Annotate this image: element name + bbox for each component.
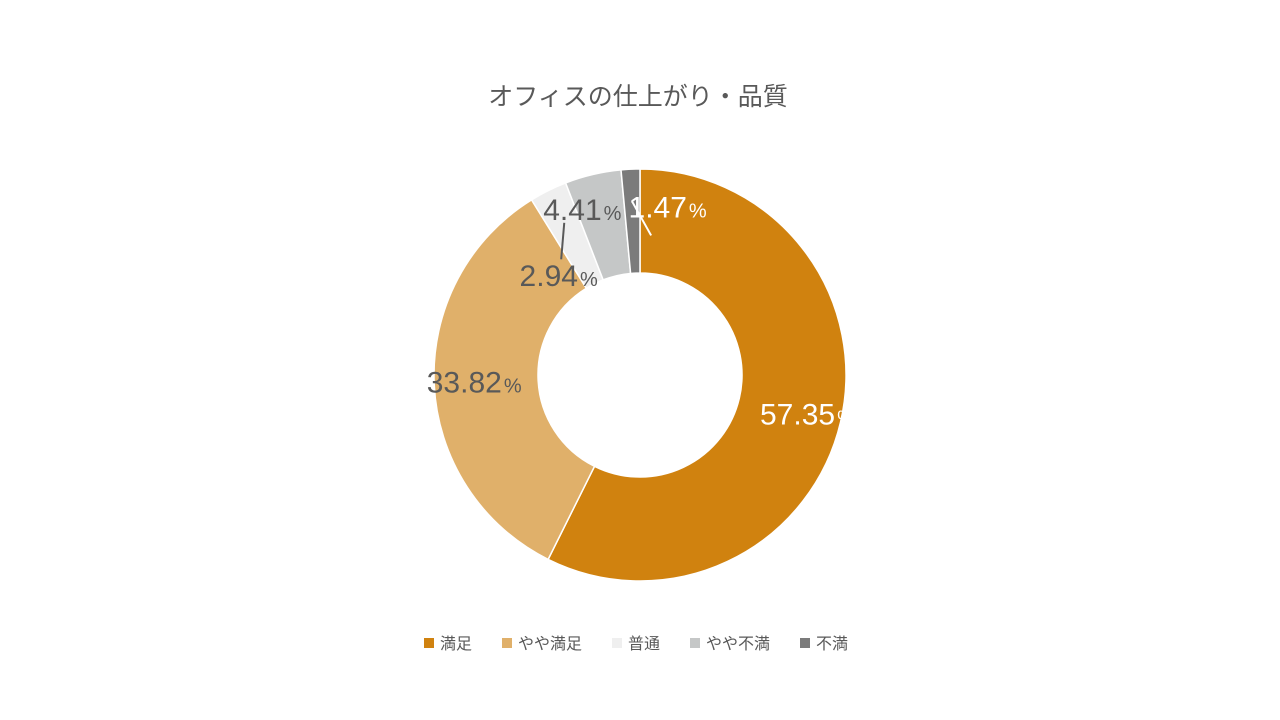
data-label-unit: %	[837, 407, 855, 429]
slice-2	[433, 198, 596, 561]
legend-swatch-5	[800, 638, 810, 648]
data-labels: 57.35 %33.82%2.94 %4.41% 1.47%	[427, 191, 855, 431]
legend-label-1: 満足	[440, 634, 472, 653]
data-label-3: 2.94%	[520, 260, 598, 293]
slice-5	[620, 168, 641, 275]
data-label-2: 33.82%	[427, 367, 522, 400]
chart-title: オフィスの仕上がり・品質	[488, 82, 788, 111]
leader-line-3	[560, 222, 566, 260]
data-label-1: 57.35%	[760, 398, 855, 431]
legend-swatch-2	[502, 638, 512, 648]
leader-lines	[560, 200, 652, 260]
legend-swatch-4	[690, 638, 700, 648]
data-label-value: 4.41	[543, 194, 601, 227]
data-label-value: 33.82	[427, 367, 502, 400]
data-label-unit: %	[580, 269, 598, 291]
donut-slices	[433, 168, 847, 582]
legend-swatch-3	[612, 638, 622, 648]
data-label-value: 2.94	[520, 260, 578, 293]
legend-swatch-1	[424, 638, 434, 648]
legend-label-3: 普通	[628, 634, 660, 653]
legend-label-2: やや満足	[518, 634, 582, 653]
data-label-value: 1.47	[629, 191, 687, 224]
data-label-value: 57.35	[760, 398, 835, 431]
legend-label-5: 不満	[816, 634, 848, 653]
leader-line-5	[631, 200, 652, 236]
slice-1	[547, 168, 847, 582]
data-label-5: 1.47%	[629, 191, 707, 224]
data-label-unit: %	[604, 203, 622, 225]
data-label-unit: %	[689, 200, 707, 222]
data-label-unit: %	[504, 376, 522, 398]
data-label-4: 4.41%	[543, 194, 621, 227]
legend-label-4: やや不満	[706, 634, 770, 653]
legend: 満足 やや満足 普通 やや不満 不満	[424, 634, 848, 653]
